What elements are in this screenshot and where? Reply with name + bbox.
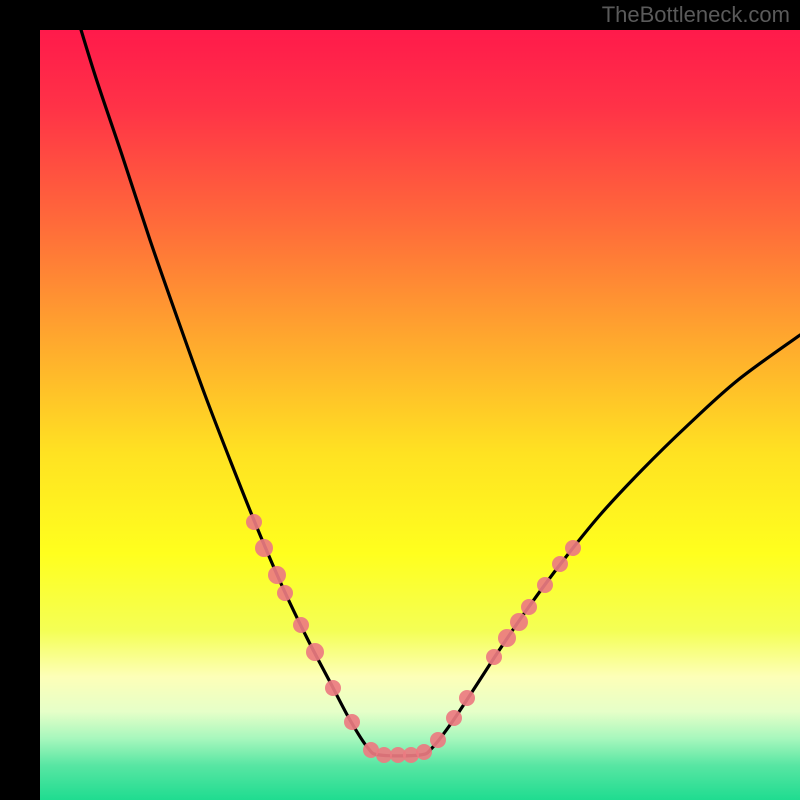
sample-markers [40, 30, 800, 800]
marker-dot [552, 556, 568, 572]
marker-dot [293, 617, 309, 633]
marker-dot [268, 566, 286, 584]
marker-dot [510, 613, 528, 631]
marker-dot [537, 577, 553, 593]
marker-dot [486, 649, 502, 665]
marker-dot [521, 599, 537, 615]
marker-dot [325, 680, 341, 696]
marker-dot [430, 732, 446, 748]
marker-dot [498, 629, 516, 647]
marker-dot [565, 540, 581, 556]
marker-dot [376, 747, 392, 763]
marker-dot [344, 714, 360, 730]
marker-dot [459, 690, 475, 706]
marker-dot [255, 539, 273, 557]
watermark-text: TheBottleneck.com [602, 2, 790, 28]
chart-plot-area [40, 30, 800, 800]
marker-dot [277, 585, 293, 601]
marker-dot [246, 514, 262, 530]
marker-dot [446, 710, 462, 726]
marker-dot [306, 643, 324, 661]
marker-dot [416, 744, 432, 760]
